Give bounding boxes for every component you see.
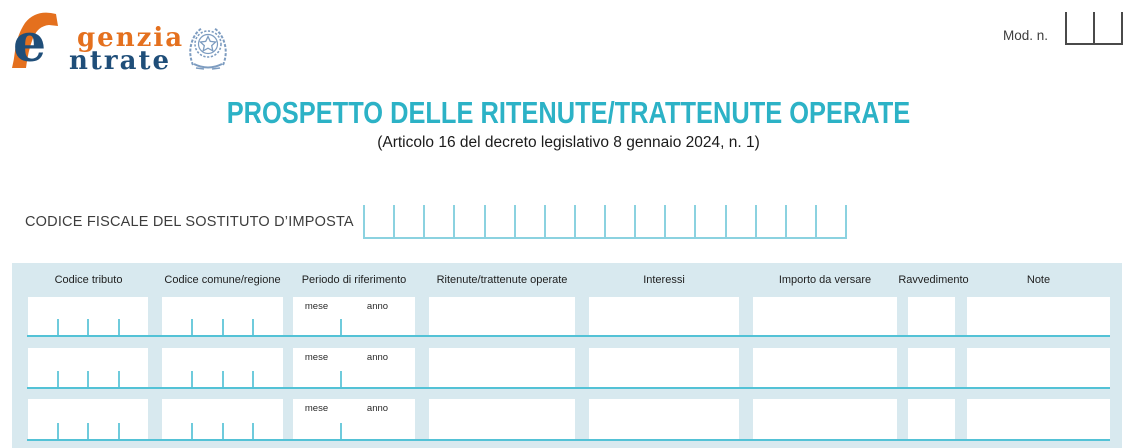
anno-label: anno <box>366 403 389 414</box>
header-note: Note <box>1026 274 1051 286</box>
codice-comune-regione-field[interactable] <box>162 297 283 335</box>
table-row: mese anno <box>27 297 1110 337</box>
header-importo-da-versare: Importo da versare <box>778 274 872 286</box>
note-field[interactable] <box>967 348 1110 387</box>
ravvedimento-field[interactable] <box>908 399 955 439</box>
table-row: mese anno <box>27 399 1110 441</box>
note-field[interactable] <box>967 297 1110 335</box>
header-periodo-riferimento: Periodo di riferimento <box>301 274 407 286</box>
logo-text-entrate: ntrate <box>69 46 172 76</box>
codice-tributo-field[interactable] <box>28 297 148 335</box>
header-ritenute-operate: Ritenute/trattenute operate <box>436 274 568 286</box>
italian-republic-emblem-icon <box>189 27 227 70</box>
codice-comune-regione-field[interactable] <box>162 399 283 439</box>
codice-tributo-field[interactable] <box>28 348 148 387</box>
mod-n-group: Mod. n. <box>1003 12 1125 48</box>
anno-label: anno <box>366 301 389 312</box>
ritenute-operate-field[interactable] <box>429 399 575 439</box>
ritenute-table: Codice tributo Codice comune/regione Per… <box>12 263 1122 448</box>
ravvedimento-field[interactable] <box>908 348 955 387</box>
note-field[interactable] <box>967 399 1110 439</box>
mod-n-cell[interactable] <box>1067 12 1093 43</box>
logo-text-agenzia: genzia <box>77 23 185 53</box>
importo-da-versare-field[interactable] <box>753 399 897 439</box>
periodo-riferimento-field[interactable]: mese anno <box>293 297 415 335</box>
ritenute-operate-field[interactable] <box>429 348 575 387</box>
periodo-riferimento-field[interactable]: mese anno <box>293 348 415 387</box>
header-ravvedimento: Ravvedimento <box>898 274 969 286</box>
mese-label: mese <box>304 352 329 363</box>
importo-da-versare-field[interactable] <box>753 297 897 335</box>
header-codice-comune-regione: Codice comune/regione <box>164 274 281 286</box>
header-codice-tributo: Codice tributo <box>54 274 123 286</box>
agenzia-entrate-logo-icon: e <box>12 12 58 70</box>
codice-tributo-field[interactable] <box>28 399 148 439</box>
agenzia-entrate-logo: e genzia ntrate <box>10 10 230 76</box>
importo-da-versare-field[interactable] <box>753 348 897 387</box>
svg-text:e: e <box>13 13 46 70</box>
mese-label: mese <box>304 403 329 414</box>
ravvedimento-field[interactable] <box>908 297 955 335</box>
page-title: PROSPETTO DELLE RITENUTE/TRATTENUTE OPER… <box>226 95 911 130</box>
mod-n-cell[interactable] <box>1093 12 1121 43</box>
codice-fiscale-label: CODICE FISCALE DEL SOSTITUTO D’IMPOSTA <box>25 214 354 230</box>
page-subtitle: (Articolo 16 del decreto legislativo 8 g… <box>377 134 760 151</box>
mese-label: mese <box>304 301 329 312</box>
codice-fiscale-field[interactable] <box>363 205 847 239</box>
codice-comune-regione-field[interactable] <box>162 348 283 387</box>
periodo-riferimento-field[interactable]: mese anno <box>293 399 415 439</box>
header-interessi: Interessi <box>643 274 685 286</box>
interessi-field[interactable] <box>589 297 739 335</box>
interessi-field[interactable] <box>589 399 739 439</box>
anno-label: anno <box>366 352 389 363</box>
interessi-field[interactable] <box>589 348 739 387</box>
ritenute-operate-field[interactable] <box>429 297 575 335</box>
mod-n-label: Mod. n. <box>1003 28 1049 43</box>
table-row: mese anno <box>27 348 1110 389</box>
mod-n-field[interactable] <box>1065 12 1123 45</box>
